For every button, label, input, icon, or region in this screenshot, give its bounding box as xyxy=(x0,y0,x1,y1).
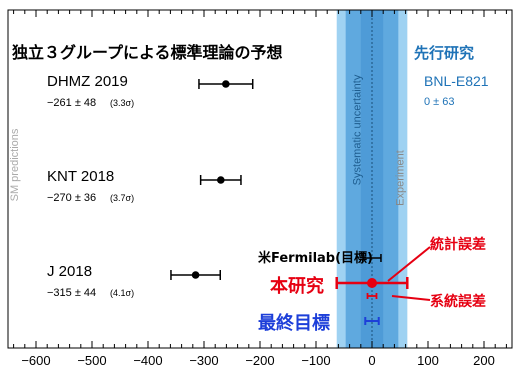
x-axis-ticks: −600 −500 −400 −300 −200 −100 0 100 200 xyxy=(13,10,507,368)
fermilab-goal-label: 米Fermilab(目標) xyxy=(258,250,373,266)
prediction-value: −315 ± 44 xyxy=(47,287,96,299)
x-tick-label: −100 xyxy=(301,353,330,368)
prediction-name: DHMZ 2019 xyxy=(47,73,128,90)
x-tick-label: 100 xyxy=(417,353,439,368)
final-goal-label: 最終目標 xyxy=(258,312,330,334)
prediction-sigma: (4.1σ) xyxy=(110,288,134,298)
sys-error-label: 系統誤差 xyxy=(430,293,486,310)
experiment-label: Experiment xyxy=(394,150,406,206)
stat-error-label: 統計誤差 xyxy=(430,236,486,253)
experiment-name: BNL-E821 xyxy=(424,73,489,89)
final-goal-errorbar xyxy=(364,317,380,325)
sys-arrow xyxy=(391,295,431,301)
prediction-name: KNT 2018 xyxy=(47,168,114,185)
x-tick-label: −200 xyxy=(245,353,274,368)
x-tick-label: −400 xyxy=(133,353,162,368)
data-marks xyxy=(170,79,409,325)
experiment-value: 0 ± 63 xyxy=(424,96,455,108)
stat-arrow xyxy=(387,246,431,282)
this-work-point xyxy=(367,278,377,288)
prediction-value: −270 ± 36 xyxy=(47,192,96,204)
prediction-sigma: (3.3σ) xyxy=(110,98,134,108)
fermilab-goal-errorbar xyxy=(362,254,382,262)
x-tick-label: 0 xyxy=(368,353,375,368)
prediction-point xyxy=(191,271,200,279)
prediction-value: −261 ± 48 xyxy=(47,97,96,109)
prediction-sigma: (3.7σ) xyxy=(110,193,134,203)
chart-title: 独立３グループによる標準理論の予想 xyxy=(12,43,283,62)
prediction-errorbar xyxy=(198,79,254,89)
prediction-name: J 2018 xyxy=(47,263,92,280)
x-tick-label: −600 xyxy=(21,353,50,368)
prediction-errorbar xyxy=(199,175,242,185)
prediction-errorbar xyxy=(170,270,221,280)
x-tick-label: −500 xyxy=(77,353,106,368)
experiment-header: 先行研究 xyxy=(414,44,474,62)
sm-predictions-label: SM predictions xyxy=(9,128,21,201)
systematic-uncertainty-label: Systematic uncertainty xyxy=(351,74,363,185)
prediction-point xyxy=(217,176,225,184)
prediction-point xyxy=(222,80,230,88)
x-tick-label: −300 xyxy=(189,353,218,368)
this-work-label: 本研究 xyxy=(270,275,324,297)
this-work-sys-errorbar xyxy=(366,293,378,299)
x-tick-label: 200 xyxy=(473,353,495,368)
